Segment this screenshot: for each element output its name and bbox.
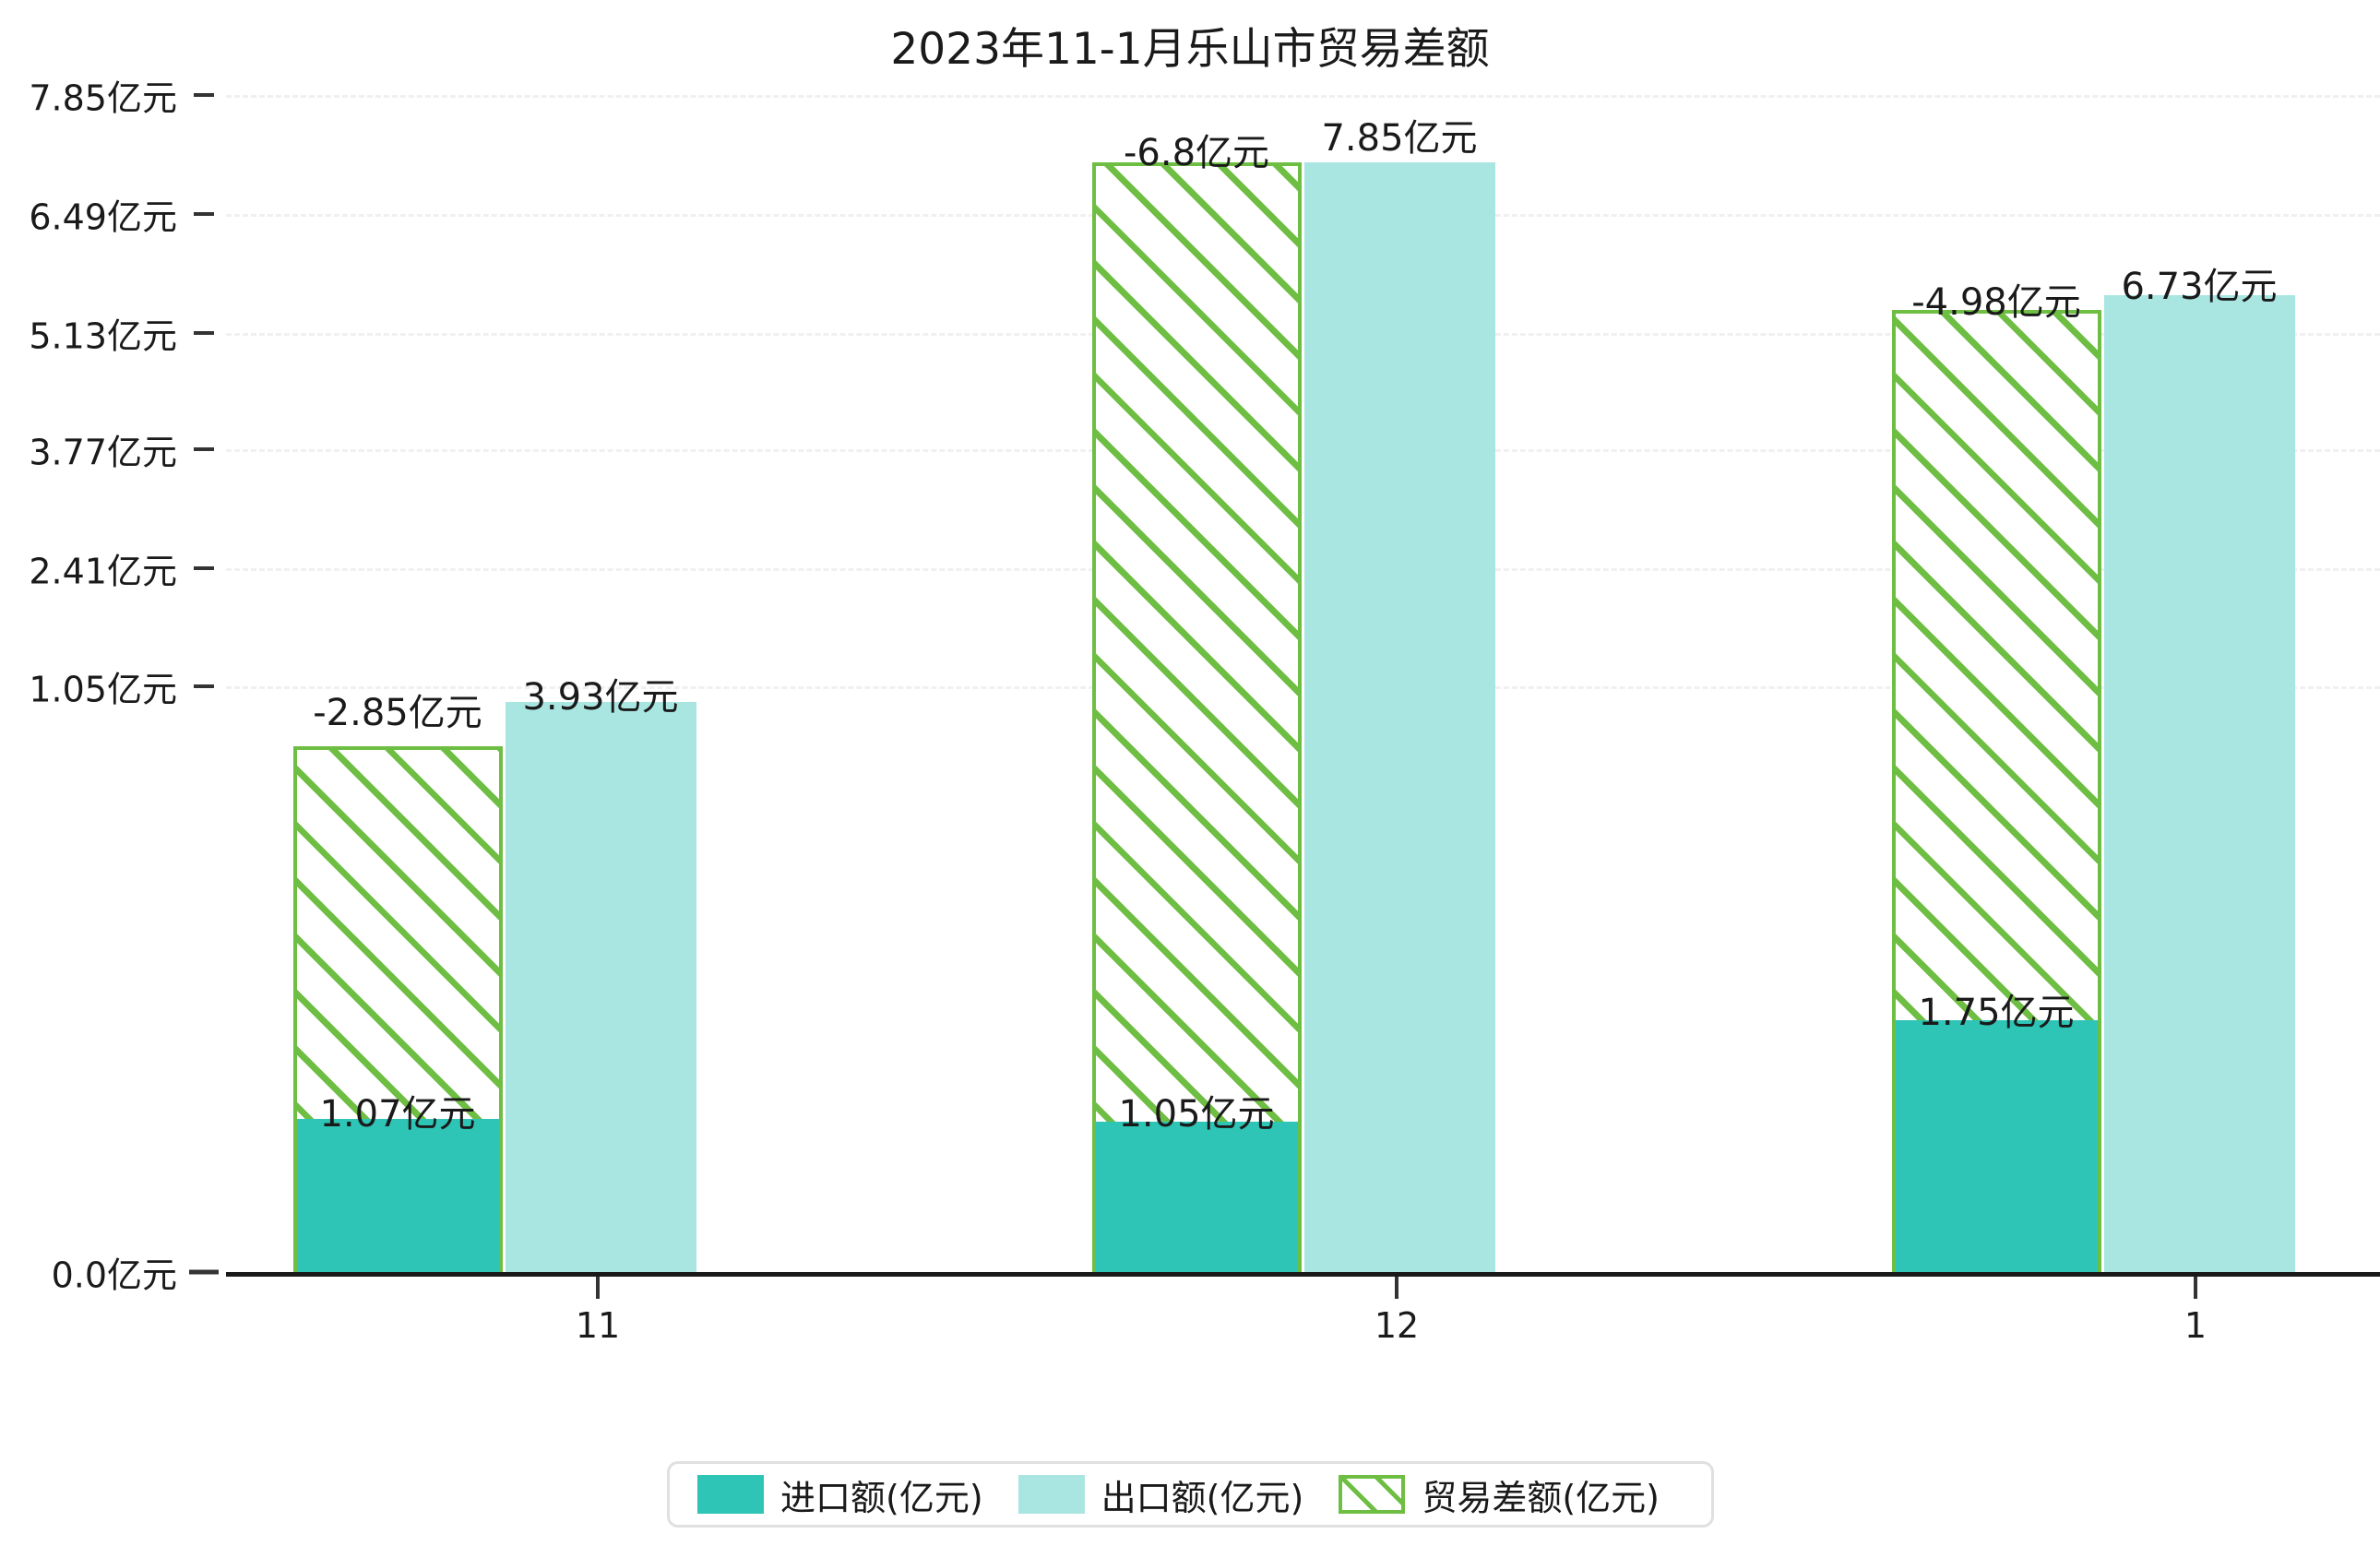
- x-tick-mark: [596, 1277, 600, 1299]
- y-tick-mark: [189, 1269, 219, 1275]
- chart-title: 2023年11-1月乐山市贸易差额: [890, 24, 1490, 75]
- legend-label: 进口额(亿元): [780, 1477, 983, 1518]
- export-swatch-icon: [1017, 1475, 1085, 1514]
- y-tick-label: 3.77亿元: [29, 432, 177, 473]
- import-bar[interactable]: [1096, 1122, 1298, 1274]
- x-tick-label: 1: [2184, 1305, 2207, 1346]
- y-tick-mark: [194, 566, 214, 570]
- y-tick-mark: [194, 331, 214, 335]
- gridline: [226, 95, 2380, 98]
- gridline: [226, 686, 2380, 689]
- balance-bar[interactable]: [1092, 162, 1302, 1274]
- legend-label: 贸易差额(亿元): [1422, 1477, 1660, 1518]
- legend-label: 出口额(亿元): [1101, 1477, 1304, 1518]
- export-value-label: 6.73亿元: [2121, 266, 2278, 308]
- balance-value-label: -2.85亿元: [313, 692, 482, 734]
- legend-item-import[interactable]: 进口额(亿元): [670, 1464, 991, 1525]
- export-bar[interactable]: [2104, 295, 2295, 1274]
- import-value-label: 1.75亿元: [1918, 992, 2075, 1034]
- legend-item-balance[interactable]: 贸易差额(亿元): [1311, 1464, 1667, 1525]
- gridline: [226, 214, 2380, 217]
- x-tick-mark: [1395, 1277, 1398, 1299]
- import-swatch-icon: [697, 1475, 764, 1514]
- export-value-label: 7.85亿元: [1321, 117, 1478, 160]
- balance-swatch-icon: [1339, 1475, 1406, 1514]
- y-tick-label: 2.41亿元: [29, 551, 177, 592]
- x-tick-label: 12: [1374, 1305, 1420, 1346]
- export-bar[interactable]: [506, 702, 696, 1274]
- gridline: [226, 449, 2380, 452]
- x-tick-mark: [2194, 1277, 2197, 1299]
- import-value-label: 1.07亿元: [319, 1093, 476, 1136]
- y-tick-label: 1.05亿元: [29, 669, 177, 710]
- import-value-label: 1.05亿元: [1118, 1093, 1275, 1136]
- gridline: [226, 568, 2380, 571]
- chart-legend: 进口额(亿元) 出口额(亿元) 贸易差额(亿元): [667, 1461, 1714, 1528]
- import-bar[interactable]: [1896, 1020, 2098, 1274]
- y-tick-mark: [194, 212, 214, 216]
- y-tick-mark: [194, 447, 214, 451]
- export-bar[interactable]: [1304, 162, 1495, 1274]
- balance-value-label: -6.8亿元: [1123, 132, 1270, 174]
- y-tick-label: 0.0亿元: [51, 1255, 177, 1296]
- export-value-label: 3.93亿元: [522, 676, 679, 719]
- y-tick-label: 6.49亿元: [29, 196, 177, 238]
- y-tick-label: 5.13亿元: [29, 315, 177, 357]
- gridline: [226, 333, 2380, 336]
- balance-value-label: -4.98亿元: [1911, 281, 2081, 324]
- x-tick-label: 11: [575, 1305, 621, 1346]
- y-tick-mark: [194, 93, 214, 97]
- legend-item-export[interactable]: 出口额(亿元): [991, 1464, 1312, 1525]
- import-bar[interactable]: [297, 1119, 499, 1274]
- y-tick-mark: [194, 684, 214, 688]
- x-axis-line: [226, 1272, 2380, 1277]
- y-tick-label: 7.85亿元: [29, 77, 177, 119]
